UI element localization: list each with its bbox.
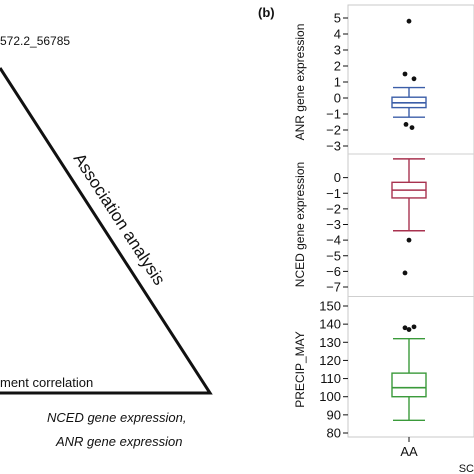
outlier-point xyxy=(406,18,412,24)
y-tick-label: 80 xyxy=(327,426,341,441)
left-panel: 572.2_56785 Association analysis ment co… xyxy=(0,34,213,449)
y-tick-label: 150 xyxy=(319,299,341,314)
y-tick-label: −4 xyxy=(326,233,341,248)
y-tick-label: −7 xyxy=(326,280,341,295)
outlier-point xyxy=(406,327,412,332)
y-tick-label: −1 xyxy=(326,107,341,122)
triangle-diagram xyxy=(0,67,213,395)
y-tick-label: 130 xyxy=(319,335,341,350)
box-plot-2: 0−1−2−3−4−5−6−7 NCED gene expression xyxy=(293,153,474,295)
y-tick-label: −2 xyxy=(326,123,341,138)
y-tick-label: 0 xyxy=(334,170,341,185)
y-tick-label: 110 xyxy=(320,371,341,386)
y-tick-label: 120 xyxy=(319,353,341,368)
y-tick-label: −3 xyxy=(326,139,341,154)
y-tick-label: 140 xyxy=(319,317,341,332)
y-axis-label: ANR gene expression xyxy=(293,24,307,141)
outlier-point xyxy=(409,125,415,130)
y-tick-label: −1 xyxy=(326,186,341,201)
snp-label: 572.2_56785 xyxy=(0,34,70,48)
y-tick-label: −5 xyxy=(326,248,341,263)
panel-b-label: (b) xyxy=(258,5,275,20)
x-axis-fragment: SC xyxy=(459,463,474,474)
y-tick-label: 3 xyxy=(334,43,341,58)
y-axis-label: NCED gene expression xyxy=(293,162,307,287)
y-tick-label: 5 xyxy=(334,11,341,26)
nced-anr-label-line2: ANR gene expression xyxy=(55,434,182,449)
outlier-point xyxy=(403,122,409,127)
y-tick-label: 4 xyxy=(334,27,341,42)
outlier-point xyxy=(411,324,417,330)
outlier-point xyxy=(411,76,417,82)
box-plot-3: 150 140 130 120 110 100 90 80 PRECIP_MAY xyxy=(293,296,474,441)
y-axis-label: PRECIP_MAY xyxy=(293,331,307,407)
y-tick-label: 0 xyxy=(334,91,341,106)
correlation-label: ment correlation xyxy=(0,375,93,390)
y-tick-label: −3 xyxy=(326,217,341,232)
box xyxy=(391,372,427,398)
y-tick-label: 1 xyxy=(334,75,341,90)
y-tick-label: 2 xyxy=(334,59,341,74)
outlier-point xyxy=(402,270,408,276)
outlier-point xyxy=(406,237,412,243)
y-tick-label: −2 xyxy=(326,201,341,216)
plot-frame xyxy=(347,4,474,438)
x-category-label: AA xyxy=(400,444,418,459)
nced-anr-label-line1: NCED gene expression, xyxy=(47,410,186,425)
outlier-point xyxy=(402,71,408,77)
outlier-point xyxy=(402,325,408,331)
y-tick-label: 100 xyxy=(319,389,341,404)
y-tick-label: 90 xyxy=(327,407,341,422)
association-analysis-label: Association analysis xyxy=(70,150,169,289)
y-tick-label: −6 xyxy=(326,264,341,279)
